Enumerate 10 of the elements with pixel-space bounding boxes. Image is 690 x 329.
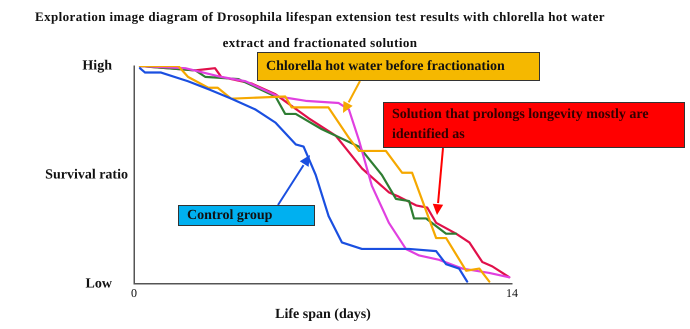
callout-box: Control group [178,205,315,226]
text: High [82,58,112,74]
y-axis-title: Survival ratio [45,168,128,183]
callout-box: Solution that prolongs longevity mostly are identified as [383,102,685,148]
text: Low [86,276,113,292]
x-tick-label: 0 [131,286,137,300]
callout-box: Chlorella hot water before fractionation [257,52,540,81]
x-axis-title: Life span (days) [275,307,372,322]
chart-title: Exploration image diagram of Drosophila lifespan extension test results with chlorella hot water extract and fractionated solution [35,8,605,52]
x-tick-label: 14 [506,286,518,300]
